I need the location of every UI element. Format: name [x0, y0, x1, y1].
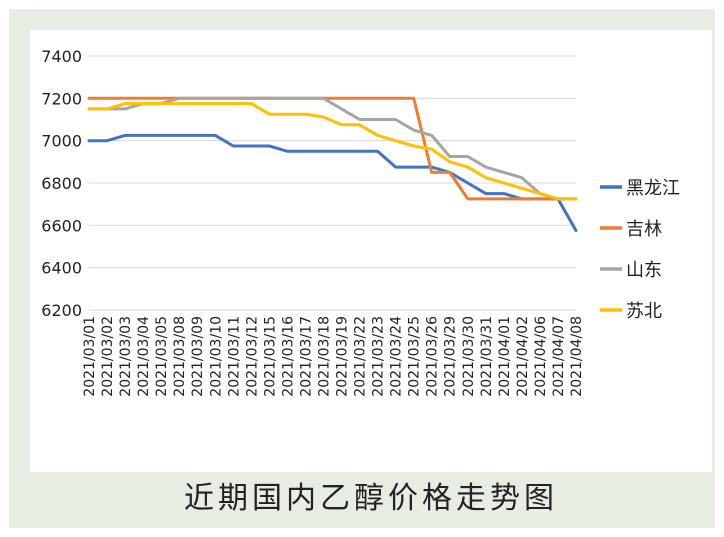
x-tick-label: 2021/04/02: [515, 316, 531, 397]
x-tick-label: 2021/03/08: [172, 316, 188, 397]
x-tick-label: 2021/03/31: [479, 316, 495, 397]
y-tick-label: 7000: [41, 132, 82, 151]
x-tick-label: 2021/03/19: [335, 316, 351, 397]
y-tick-label: 6800: [41, 174, 82, 193]
x-tick-label: 2021/03/29: [443, 316, 459, 397]
x-tick-label: 2021/03/05: [154, 316, 170, 397]
x-tick-label: 2021/04/01: [497, 316, 513, 397]
x-tick-label: 2021/03/01: [82, 316, 98, 397]
x-tick-label: 2021/03/24: [389, 316, 405, 397]
series-line: [87, 96, 578, 201]
legend-label: 苏北: [626, 301, 662, 322]
x-tick-label: 2021/04/06: [533, 316, 549, 397]
series-line: [87, 133, 578, 233]
x-tick-label: 2021/03/11: [226, 316, 242, 397]
y-tick-label: 6200: [41, 301, 82, 320]
y-tick-label: 7200: [41, 89, 82, 108]
x-tick-label: 2021/03/17: [298, 316, 314, 397]
x-tick-label: 2021/04/08: [569, 316, 585, 397]
figure-frame: 6200 6400 6600 6800 7000 7200 7400 2021/03/01 20…: [9, 9, 715, 528]
x-tick-label: 2021/03/18: [316, 316, 332, 397]
x-tick-label: 2021/03/15: [262, 316, 278, 397]
x-tick-label: 2021/03/22: [353, 316, 369, 397]
legend-label: 吉林: [626, 219, 662, 240]
x-tick-label: 2021/03/12: [244, 316, 260, 397]
legend-label: 黑龙江: [626, 178, 680, 199]
y-tick-label: 6600: [41, 216, 82, 235]
x-tick-label: 2021/03/26: [425, 316, 441, 397]
x-tick-label: 2021/03/30: [461, 316, 477, 397]
x-tick-label: 2021/03/23: [371, 316, 387, 397]
legend-label: 山东: [626, 260, 662, 281]
x-tick-label: 2021/03/09: [190, 316, 206, 397]
figure-caption: 近期国内乙醇价格走势图: [184, 481, 558, 516]
series-line: [87, 96, 578, 201]
x-tick-label: 2021/03/25: [407, 316, 423, 397]
x-tick-label: 2021/03/16: [280, 316, 296, 397]
x-tick-label: 2021/03/02: [100, 316, 116, 397]
x-tick-label: 2021/03/04: [136, 316, 152, 397]
series-line: [87, 102, 578, 201]
x-tick-label: 2021/03/03: [118, 316, 134, 397]
chart-panel: 6200 6400 6600 6800 7000 7200 7400 2021/03/01 20…: [30, 30, 712, 472]
y-tick-label: 6400: [41, 259, 82, 278]
y-tick-label: 7400: [41, 47, 82, 66]
x-tick-label: 2021/03/10: [208, 316, 224, 397]
x-tick-label: 2021/04/07: [551, 316, 567, 397]
